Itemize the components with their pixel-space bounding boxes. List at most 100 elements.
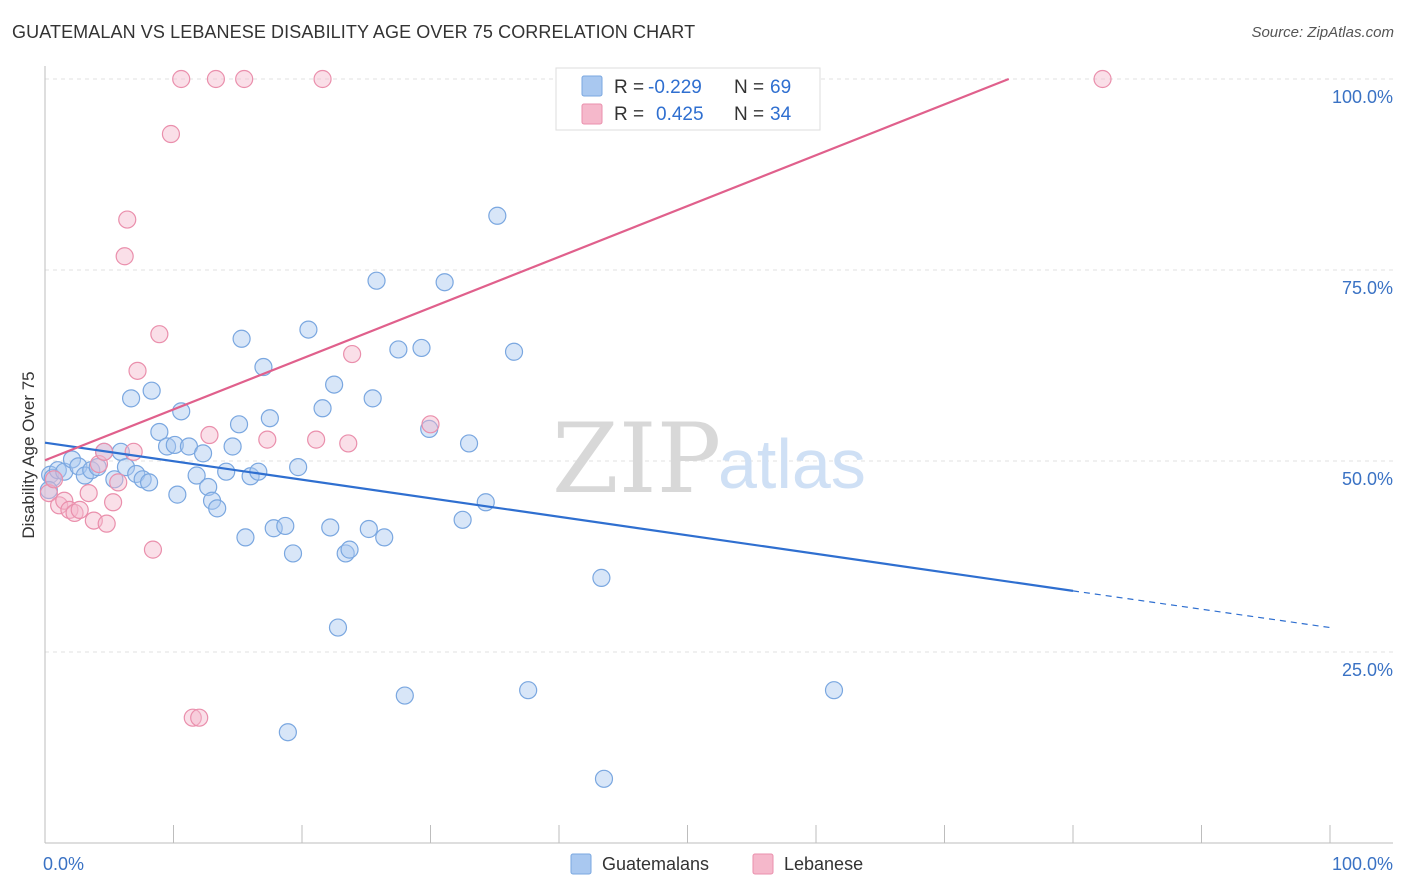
- data-point-guatemalans: [340, 540, 359, 559]
- data-point-lebanese: [118, 210, 137, 229]
- data-point-guatemalans: [453, 510, 472, 529]
- data-point-guatemalans: [435, 273, 454, 292]
- bottom-legend-label-lebanese: Lebanese: [784, 854, 863, 874]
- data-point-lebanese: [39, 483, 58, 503]
- data-point-lebanese: [1093, 69, 1112, 89]
- data-point-lebanese: [200, 425, 219, 445]
- data-point-guatemalans: [412, 338, 431, 358]
- data-point-guatemalans: [199, 477, 218, 497]
- data-point-guatemalans: [121, 389, 141, 408]
- data-point-lebanese: [44, 470, 64, 489]
- data-point-lebanese: [421, 415, 440, 434]
- axes: [44, 66, 1393, 844]
- data-point-guatemalans: [592, 568, 611, 587]
- legend-n-value: 34: [770, 104, 792, 125]
- data-point-guatemalans: [139, 473, 159, 492]
- chart-title: GUATEMALAN VS LEBANESE DISABILITY AGE OV…: [12, 22, 696, 42]
- legend-r-label: R =: [614, 104, 644, 125]
- data-point-guatemalans: [504, 342, 524, 361]
- data-point-guatemalans: [328, 618, 348, 637]
- data-point-guatemalans: [260, 409, 279, 428]
- trend-lines: [44, 77, 1331, 629]
- legend-r-value: -0.229: [648, 77, 702, 98]
- data-point-lebanese: [60, 500, 79, 519]
- data-point-guatemalans: [142, 381, 161, 400]
- data-point-lebanese: [55, 491, 74, 510]
- legend-n-label: N =: [734, 77, 764, 98]
- data-point-lebanese: [143, 540, 163, 559]
- trend-line-guatemalans: [44, 441, 1074, 592]
- data-point-lebanese: [150, 325, 169, 344]
- data-point-lebanese: [190, 708, 209, 727]
- data-point-guatemalans: [232, 329, 251, 348]
- data-point-guatemalans: [519, 681, 538, 700]
- data-point-lebanese: [79, 483, 98, 503]
- bottom-legend-swatch-lebanese: [752, 853, 774, 875]
- data-point-guatemalans: [236, 528, 255, 547]
- data-point-lebanese: [307, 430, 326, 449]
- trend-line-lebanese: [44, 77, 1010, 462]
- data-point-guatemalans: [264, 519, 283, 538]
- watermark-atlas: atlas: [718, 425, 866, 503]
- data-point-guatemalans: [363, 389, 382, 408]
- data-point-guatemalans: [193, 444, 213, 463]
- data-point-guatemalans: [395, 686, 414, 705]
- data-point-guatemalans: [389, 340, 408, 359]
- data-point-lebanese: [124, 442, 143, 461]
- data-point-guatemalans: [229, 415, 249, 434]
- data-point-guatemalans: [488, 206, 507, 225]
- data-point-lebanese: [206, 69, 226, 89]
- data-point-guatemalans: [459, 434, 479, 453]
- y-tick-label: 100.0%: [1332, 87, 1393, 107]
- legend-swatch-guatemalans: [581, 75, 603, 97]
- data-point-lebanese: [109, 473, 128, 492]
- data-point-guatemalans: [321, 518, 340, 537]
- x-tick-label: 100.0%: [1332, 854, 1393, 874]
- data-point-lebanese: [339, 434, 358, 453]
- data-point-guatemalans: [88, 458, 107, 477]
- data-point-guatemalans: [62, 450, 82, 469]
- data-point-lebanese: [97, 514, 116, 533]
- bottom-legend-swatch-guatemalans: [570, 853, 592, 875]
- legend-n-value: 69: [770, 77, 791, 98]
- data-point-lebanese: [65, 503, 84, 523]
- data-point-guatemalans: [313, 399, 332, 418]
- data-point-guatemalans: [223, 437, 242, 456]
- data-point-guatemalans: [150, 422, 169, 442]
- data-point-guatemalans: [187, 466, 206, 485]
- data-point-lebanese: [258, 430, 277, 449]
- y-tick-label: 50.0%: [1342, 469, 1393, 489]
- legend-box: R = -0.229 N = 69 R = 0.425 N = 34: [555, 67, 821, 131]
- data-point-guatemalans: [217, 462, 236, 481]
- data-point-guatemalans: [278, 723, 297, 742]
- bottom-legend-label-guatemalans: Guatemalans: [602, 854, 709, 874]
- x-tick-label: 0.0%: [43, 854, 84, 874]
- trend-line-extension-guatemalans: [1072, 590, 1331, 629]
- data-point-guatemalans: [476, 493, 495, 512]
- data-point-lebanese: [70, 500, 89, 519]
- data-points: [39, 69, 1112, 788]
- data-point-lebanese: [235, 69, 254, 89]
- y-tick-label: 25.0%: [1342, 660, 1393, 680]
- legend-r-label: R =: [614, 77, 644, 98]
- data-point-guatemalans: [116, 458, 136, 477]
- data-point-lebanese: [343, 344, 362, 364]
- legend-r-value: 0.425: [656, 104, 704, 125]
- data-point-guatemalans: [359, 519, 378, 539]
- y-axis-label: Disability Age Over 75: [19, 371, 38, 538]
- data-point-guatemalans: [594, 769, 614, 788]
- watermark-zip: ZIP: [552, 403, 721, 515]
- data-point-guatemalans: [208, 499, 227, 518]
- data-point-guatemalans: [824, 681, 844, 700]
- data-point-lebanese: [172, 69, 191, 89]
- data-point-lebanese: [128, 361, 147, 380]
- data-point-guatemalans: [168, 485, 187, 504]
- data-point-guatemalans: [157, 437, 177, 456]
- watermark: ZIP atlas: [552, 403, 866, 515]
- data-point-lebanese: [161, 124, 181, 144]
- data-point-guatemalans: [48, 461, 67, 480]
- data-point-guatemalans: [325, 375, 344, 394]
- y-tick-label: 75.0%: [1342, 278, 1393, 298]
- data-point-lebanese: [115, 247, 134, 266]
